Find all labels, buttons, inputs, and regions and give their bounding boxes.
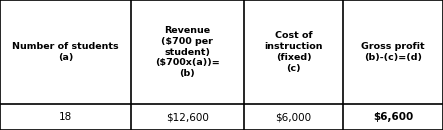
Text: 18: 18 — [59, 112, 72, 122]
Text: Gross profit
(b)-(c)=(d): Gross profit (b)-(c)=(d) — [361, 42, 425, 62]
Text: Number of students
(a): Number of students (a) — [12, 42, 119, 62]
Text: $12,600: $12,600 — [166, 112, 209, 122]
Text: Revenue
($700 per
student)
($700x(a))=
(b): Revenue ($700 per student) ($700x(a))= (… — [155, 26, 220, 78]
Text: $6,000: $6,000 — [276, 112, 311, 122]
Text: $6,600: $6,600 — [373, 112, 413, 122]
Text: Cost of
instruction
(fixed)
(c): Cost of instruction (fixed) (c) — [264, 31, 323, 73]
